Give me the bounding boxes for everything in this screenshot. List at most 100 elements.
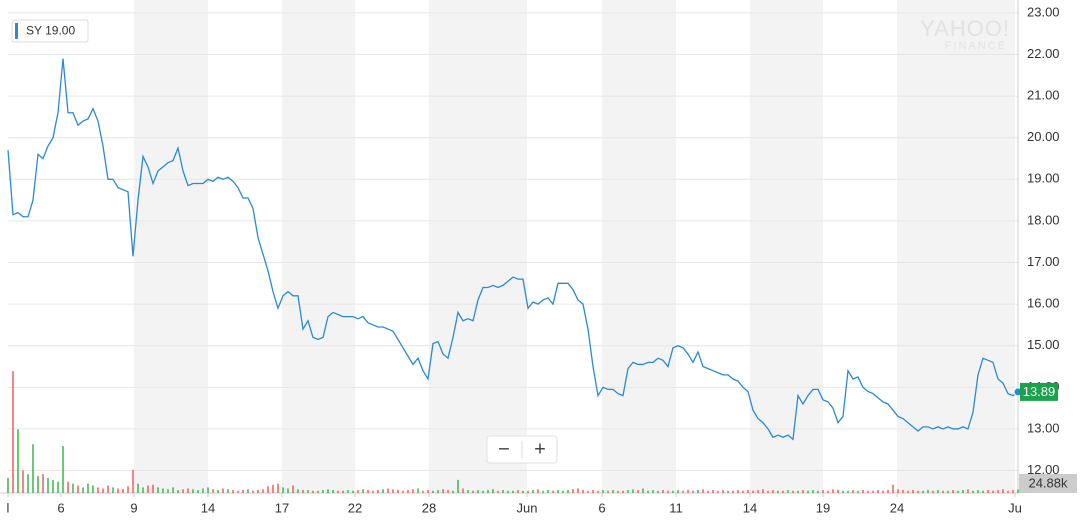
volume-bar xyxy=(912,490,914,493)
volume-bar xyxy=(592,490,594,493)
volume-bar xyxy=(62,446,64,493)
volume-bar xyxy=(422,490,424,493)
volume-bar xyxy=(267,486,269,493)
volume-bar xyxy=(627,490,629,493)
volume-bar xyxy=(177,490,179,493)
volume-bar xyxy=(532,490,534,493)
volume-bar xyxy=(387,488,389,493)
legend-label: SY 19.00 xyxy=(26,24,75,38)
watermark: FINANCE xyxy=(945,40,1007,52)
volume-bar xyxy=(237,490,239,493)
volume-bar xyxy=(517,490,519,493)
volume-bar xyxy=(947,490,949,493)
volume-bar xyxy=(282,487,284,493)
volume-bar xyxy=(337,490,339,493)
volume-bar xyxy=(727,490,729,493)
volume-bar xyxy=(667,490,669,493)
volume-bar xyxy=(102,488,104,493)
volume-bar xyxy=(292,485,294,493)
volume-bar xyxy=(442,489,444,493)
band xyxy=(897,0,1015,493)
volume-bar xyxy=(952,490,954,493)
volume-bar xyxy=(152,484,154,493)
zoom-out[interactable]: − xyxy=(498,438,510,460)
x-tick-label: 24 xyxy=(890,500,904,515)
volume-bar xyxy=(52,479,54,493)
volume-bar xyxy=(822,490,824,493)
volume-bar xyxy=(307,490,309,493)
volume-bar xyxy=(117,488,119,493)
volume-bar xyxy=(492,489,494,493)
volume-bar xyxy=(332,490,334,493)
volume-bar xyxy=(587,490,589,493)
volume-bar xyxy=(452,490,454,493)
volume-bar xyxy=(482,490,484,493)
y-tick-label: 21.00 xyxy=(1027,88,1060,103)
volume-label-box xyxy=(1019,474,1077,493)
volume-bar xyxy=(702,489,704,493)
volume-bar xyxy=(817,490,819,493)
volume-bar xyxy=(892,484,894,493)
x-tick-label: 14 xyxy=(743,500,757,515)
volume-bar xyxy=(707,490,709,493)
volume-bar xyxy=(1017,489,1019,493)
x-tick-label: Jun xyxy=(517,500,538,515)
volume-bar xyxy=(942,490,944,493)
x-tick-label: 9 xyxy=(130,500,137,515)
volume-bar xyxy=(847,490,849,493)
volume-bar xyxy=(82,487,84,493)
volume-bar xyxy=(202,488,204,493)
volume-bar xyxy=(1007,490,1009,493)
volume-bar xyxy=(842,490,844,493)
y-tick-label: 13.00 xyxy=(1027,420,1060,435)
volume-bar xyxy=(522,490,524,493)
volume-bar xyxy=(147,485,149,493)
volume-bar xyxy=(327,489,329,493)
volume-bar xyxy=(477,490,479,493)
volume-bar xyxy=(722,490,724,493)
volume-bar xyxy=(622,490,624,493)
x-tick-label: 22 xyxy=(348,500,362,515)
volume-bar xyxy=(132,469,134,493)
volume-bar xyxy=(447,490,449,493)
volume-bar xyxy=(537,489,539,493)
volume-bar xyxy=(712,490,714,493)
zoom-control[interactable]: − + xyxy=(486,435,558,464)
volume-bar xyxy=(877,490,879,493)
volume-bar xyxy=(867,490,869,493)
volume-bar xyxy=(647,490,649,493)
zoom-in[interactable]: + xyxy=(534,438,546,460)
volume-bar xyxy=(262,489,264,493)
volume-bar xyxy=(467,490,469,493)
volume-bar xyxy=(397,490,399,493)
volume-bar xyxy=(487,490,489,493)
volume-bar xyxy=(632,489,634,493)
volume-bar xyxy=(197,490,199,493)
volume-bar xyxy=(1012,490,1014,493)
volume-bar xyxy=(542,490,544,493)
volume-bar xyxy=(672,490,674,493)
volume-bar xyxy=(372,490,374,493)
volume-bar xyxy=(57,481,59,493)
volume-bar xyxy=(107,485,109,493)
volume-bar xyxy=(457,479,459,493)
volume-bar xyxy=(27,474,29,493)
volume-bar xyxy=(392,489,394,493)
volume-bar xyxy=(527,490,529,493)
band xyxy=(134,0,208,493)
x-tick-label: 28 xyxy=(422,500,436,515)
volume-bar xyxy=(937,490,939,493)
x-tick-label: 11 xyxy=(669,500,683,515)
volume-bar xyxy=(662,490,664,493)
volume-bar xyxy=(347,490,349,493)
volume-bar xyxy=(417,488,419,493)
volume-bar xyxy=(252,490,254,493)
volume-bar xyxy=(472,490,474,493)
y-tick-label: 15.00 xyxy=(1027,337,1060,352)
volume-bar xyxy=(402,490,404,493)
volume-bar xyxy=(182,489,184,493)
volume-bar xyxy=(272,484,274,493)
volume-bar xyxy=(862,490,864,493)
volume-bar xyxy=(827,490,829,493)
volume-bar xyxy=(162,488,164,493)
